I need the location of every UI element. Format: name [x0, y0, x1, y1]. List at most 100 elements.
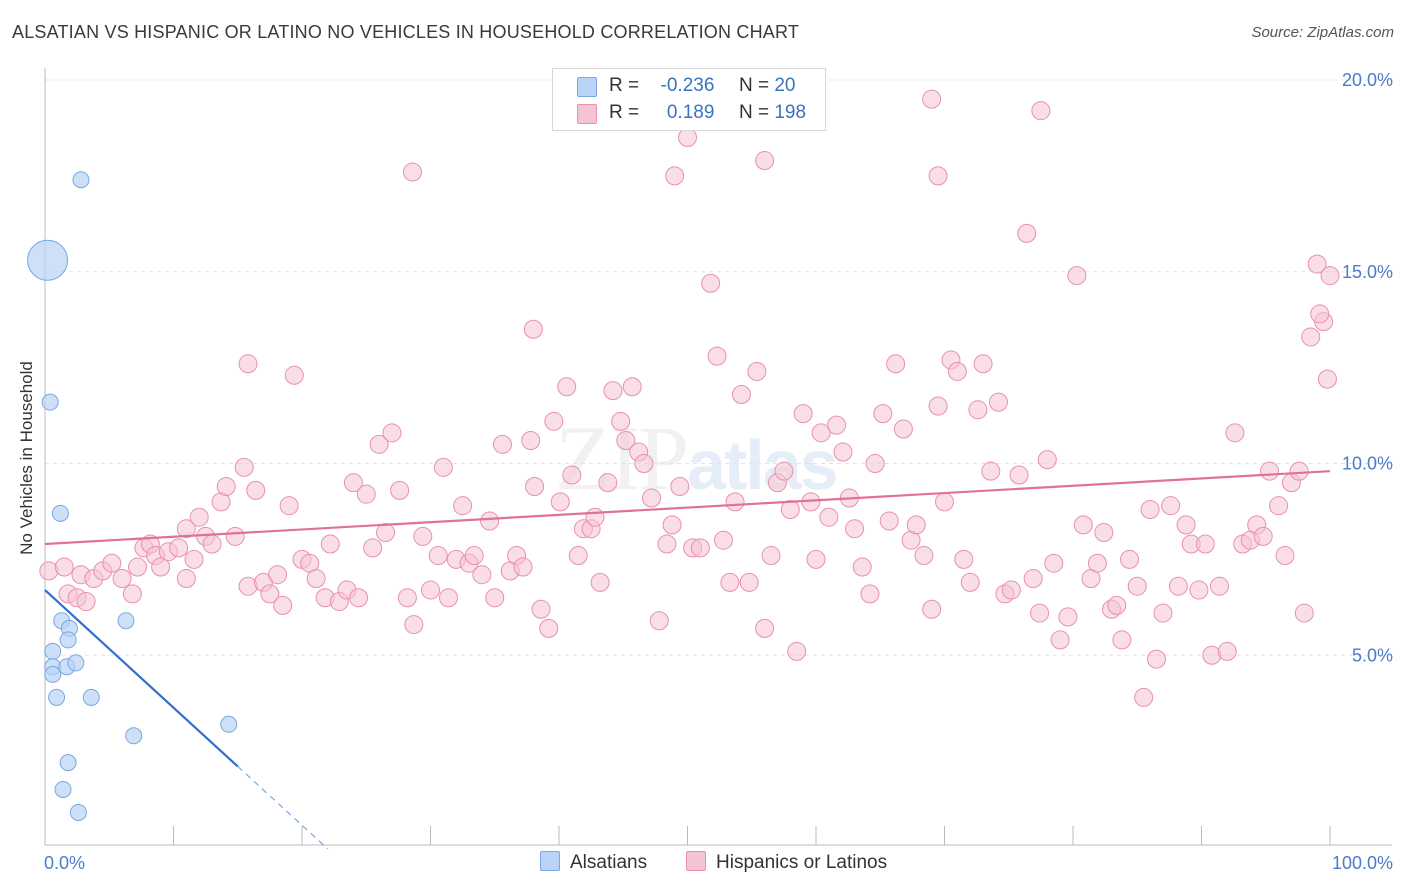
- hispanic-point: [1301, 327, 1321, 347]
- hispanic-point: [1044, 553, 1064, 573]
- hispanic-point: [590, 572, 610, 592]
- alsatian-point: [125, 727, 143, 745]
- alsatian-trend-line: [44, 589, 239, 768]
- hispanic-point: [1073, 515, 1093, 535]
- hispanic-point: [1067, 266, 1087, 286]
- hispanic-point: [928, 166, 948, 186]
- hispanic-point: [598, 473, 618, 493]
- hispanic-point: [860, 584, 880, 604]
- hispanic-point: [973, 354, 993, 374]
- hispanic-point: [665, 166, 685, 186]
- hispanic-point: [1120, 549, 1140, 569]
- hispanic-point: [413, 526, 433, 546]
- alsatian-point: [48, 688, 66, 706]
- hispanic-point: [1127, 576, 1147, 596]
- hispanic-point: [273, 595, 293, 615]
- hispanic-point: [622, 377, 642, 397]
- hispanic-point: [169, 538, 189, 558]
- hispanic-point: [1260, 461, 1280, 481]
- alsatian-point: [44, 665, 62, 683]
- axes: [44, 68, 1392, 846]
- hispanic-point: [1017, 223, 1037, 243]
- legend-swatch-hispanics: [686, 851, 706, 871]
- trend-lines: [44, 470, 1331, 850]
- hispanic-point: [525, 477, 545, 497]
- hispanic-point: [701, 273, 721, 293]
- series-legend: Alsatians Hispanics or Latinos: [0, 851, 1406, 877]
- hispanic-point: [649, 611, 669, 631]
- hispanic-point: [1030, 603, 1050, 623]
- hispanic-point: [657, 534, 677, 554]
- hispanic-point: [1176, 515, 1196, 535]
- hispanic-point: [151, 557, 171, 577]
- legend-n-value: 198: [774, 102, 807, 123]
- y-tick-label: 15.0%: [1342, 262, 1393, 282]
- hispanic-point: [603, 381, 623, 401]
- hispanic-point: [320, 534, 340, 554]
- hispanic-point: [935, 492, 954, 512]
- hispanic-point: [1031, 101, 1051, 121]
- legend-item-alsatians[interactable]: Alsatians: [540, 851, 647, 874]
- hispanic-point: [774, 461, 794, 481]
- hispanic-point: [893, 419, 913, 439]
- hispanic-point: [1050, 630, 1070, 650]
- hispanic-point: [585, 507, 605, 527]
- hispanic-point: [947, 361, 967, 381]
- hispanic-point: [787, 641, 807, 661]
- hispanic-point: [246, 480, 266, 500]
- hispanic-point: [128, 557, 148, 577]
- hispanic-point: [376, 523, 396, 543]
- hispanic-point: [521, 430, 541, 450]
- legend-r-label: R =: [609, 102, 640, 123]
- alsatian-point: [51, 504, 69, 522]
- alsatian-point: [59, 754, 77, 772]
- alsatian-point: [82, 688, 100, 706]
- hispanic-point: [382, 423, 402, 443]
- hispanic-point: [550, 492, 570, 512]
- hispanic-point: [634, 454, 654, 473]
- hispanic-point: [390, 480, 410, 500]
- hispanic-point: [1009, 465, 1029, 485]
- hispanic-point: [1307, 254, 1327, 274]
- hispanic-point: [421, 580, 440, 600]
- hispanic-point: [363, 538, 383, 558]
- hispanic-point: [1058, 607, 1078, 627]
- watermark-atlas: atlas: [687, 426, 839, 504]
- hispanic-point: [960, 572, 980, 592]
- hispanic-point: [234, 457, 254, 477]
- hispanic-point: [1320, 266, 1340, 286]
- hispanic-point: [568, 546, 588, 566]
- hispanic-point: [811, 423, 831, 443]
- hispanic-point: [492, 434, 512, 454]
- hispanic-point: [1289, 461, 1309, 481]
- source-credit: Source: ZipAtlas.com: [1251, 24, 1394, 41]
- hispanic-point: [1195, 534, 1215, 554]
- alsatian-point: [117, 612, 135, 630]
- hispanic-point: [1023, 569, 1043, 589]
- hispanic-point: [747, 361, 767, 381]
- hispanic-point: [369, 434, 389, 454]
- alsatian-point: [220, 715, 238, 733]
- hispanic-point: [1037, 450, 1057, 470]
- hispanic-point: [189, 507, 209, 527]
- hispanic-trend-line: [44, 470, 1331, 546]
- legend-item-hispanics[interactable]: Hispanics or Latinos: [686, 851, 887, 874]
- legend-r-label: R =: [609, 75, 640, 96]
- hispanic-point: [761, 546, 781, 566]
- legend-swatch-alsatians: [540, 851, 560, 871]
- legend-r-value: -0.236: [660, 75, 715, 96]
- alsatian-point: [72, 171, 90, 189]
- hispanic-point: [349, 588, 369, 608]
- hispanic-point: [356, 484, 376, 504]
- hispanic-point: [1275, 546, 1295, 566]
- hispanic-point: [76, 592, 96, 612]
- hispanic-point: [1269, 496, 1289, 516]
- hispanic-point: [928, 396, 948, 416]
- hispanic-point: [54, 557, 74, 577]
- hispanic-point: [531, 599, 551, 619]
- legend-label-hispanics: Hispanics or Latinos: [716, 852, 888, 873]
- legend-label-alsatians: Alsatians: [570, 852, 648, 873]
- chart-title: ALSATIAN VS HISPANIC OR LATINO NO VEHICL…: [12, 22, 800, 42]
- hispanic-point: [480, 511, 500, 531]
